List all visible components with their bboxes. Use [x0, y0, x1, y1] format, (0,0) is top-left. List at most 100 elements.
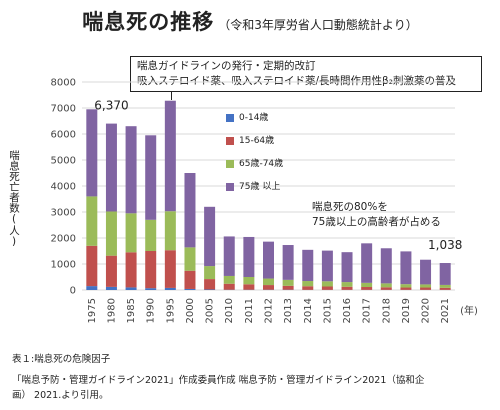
stacked-bar-chart: 0 1000 2000 3000 4000 5000 6000 7000 8000 1975 198… [51, 78, 478, 324]
guideline-callout-box: 喘息ガイドラインの発行・定期的改訂 吸入ステロイド薬、吸入ステロイド薬/長時間作… [130, 56, 482, 92]
legend-swatch [226, 137, 234, 145]
bar-segment-3 [145, 219, 157, 251]
x-tick-label: 2020 [421, 298, 432, 323]
bar-segment-1 [125, 287, 137, 290]
bar-segment-4 [302, 249, 314, 282]
bar-segment-3 [439, 284, 451, 288]
legend-label: 15-64歳 [239, 136, 275, 146]
x-tick-label: 2005 [205, 298, 216, 323]
bar-segment-1 [164, 287, 176, 290]
x-tick-label: 1990 [146, 298, 157, 323]
bar-segment-3 [204, 266, 216, 280]
x-tick-label: 1975 [87, 298, 98, 323]
bar-segment-4 [184, 173, 196, 248]
bar-segment-1 [204, 289, 216, 290]
y-tick-label: 5000 [51, 156, 76, 167]
x-tick-label: 2019 [401, 298, 412, 323]
bar-segment-2 [380, 287, 392, 290]
bar-segment-4 [263, 241, 274, 279]
y-tick-label: 0 [70, 286, 76, 297]
bar-segment-4 [164, 100, 176, 212]
bar-segment-1 [86, 286, 98, 290]
x-tick-label: 2018 [381, 298, 392, 323]
bar-segment-4 [145, 135, 157, 220]
legend-label: 65歳-74歳 [239, 159, 284, 169]
elderly-share-annotation: 喘息死の80%を 75歳以上の高齢者が占める [312, 200, 441, 230]
legend-label: 0-14歳 [239, 113, 269, 123]
bar-segment-4 [380, 248, 392, 284]
x-tick-label: 1995 [165, 298, 176, 323]
callout-pointer [171, 92, 172, 100]
bar-segment-4 [125, 126, 137, 214]
bar-segment-3 [263, 278, 274, 286]
bar-segment-3 [420, 284, 432, 288]
bar-segment-3 [105, 211, 117, 256]
bar-segment-3 [380, 283, 392, 288]
x-tick-label: 2017 [362, 298, 373, 323]
callout-line-2: 吸入ステロイド薬、吸入ステロイド薬/長時間作用性β₂刺激薬の普及 [137, 75, 456, 87]
x-tick-label: 2013 [283, 298, 294, 323]
y-tick-label: 2000 [51, 234, 76, 245]
y-tick-label: 4000 [51, 182, 76, 193]
legend-swatch [226, 160, 234, 168]
x-tick-label: 2010 [224, 298, 235, 323]
bar-segment-2 [263, 285, 274, 290]
table-title: 表１:喘息死の危険因子 [12, 354, 111, 365]
legend-item: 65歳-74歳 [226, 158, 283, 170]
legend-item: 75歳 以上 [226, 181, 283, 193]
x-tick-label: 2014 [303, 298, 314, 323]
bar-segment-4 [243, 236, 255, 277]
bar-segment-3 [164, 211, 176, 251]
citation-line-1: 「喘息予防・管理ガイドライン2021」作成委員作成 喘息予防・管理ガイドライン2… [12, 375, 425, 386]
bar-segment-4 [321, 250, 333, 282]
x-tick-label: 2000 [185, 298, 196, 323]
bar-segment-2 [204, 279, 216, 290]
bar-segment-2 [282, 285, 294, 290]
bar-segment-4 [105, 123, 117, 212]
bar-segment-4 [341, 252, 353, 283]
bar-segment-3 [86, 196, 98, 246]
bar-segment-2 [223, 283, 235, 290]
bar-segment-2 [105, 255, 117, 287]
x-tick-label: 2021 [440, 298, 451, 323]
legend-item: 0-14歳 [226, 112, 283, 124]
bar-segment-3 [125, 213, 137, 253]
y-axis-label: 喘息死亡者数(人) [8, 150, 20, 248]
bar-segment-4 [223, 236, 235, 276]
bar-segment-2 [145, 251, 157, 289]
bar-segment-3 [341, 282, 353, 287]
bar-segment-3 [282, 279, 294, 286]
bar-segment-4 [282, 245, 294, 280]
y-tick-label: 6000 [51, 130, 76, 141]
legend-label: 75歳 以上 [239, 182, 281, 192]
x-tick-label: 2016 [342, 298, 353, 323]
bar-segment-2 [439, 287, 451, 290]
bar-segment-3 [321, 281, 333, 287]
bar-segment-4 [86, 109, 98, 197]
bar-segment-1 [184, 288, 196, 290]
title-subtitle: （令和3年厚労省人口動態統計より） [218, 18, 418, 32]
x-tick-label: 2015 [322, 298, 333, 323]
annotation-line-1: 喘息死の80%を [312, 201, 388, 213]
chart-legend: 0-14歳 15-64歳 65歳-74歳 75歳 以上 [226, 112, 283, 204]
bar-segment-2 [341, 286, 353, 290]
bar-segment-2 [321, 286, 333, 290]
x-tick-label: 1985 [126, 298, 137, 323]
legend-item: 15-64歳 [226, 135, 283, 147]
bar-segment-2 [164, 250, 176, 288]
bar-segment-4 [204, 206, 216, 267]
bar-segment-1 [105, 286, 117, 290]
bar-segment-2 [86, 245, 98, 287]
title-main: 喘息死の推移 [82, 10, 215, 34]
bar-segment-2 [420, 287, 432, 290]
bar-segment-3 [223, 275, 235, 284]
data-label: 6,370 [94, 99, 128, 113]
bar-segment-2 [125, 252, 137, 288]
bar-segment-2 [400, 287, 412, 290]
bar-segment-4 [400, 251, 412, 285]
x-tick-label: 2011 [244, 298, 255, 323]
bar-segment-3 [361, 282, 373, 288]
bar-segment-4 [420, 259, 432, 285]
legend-swatch [226, 114, 234, 122]
bar-segment-2 [243, 284, 255, 290]
